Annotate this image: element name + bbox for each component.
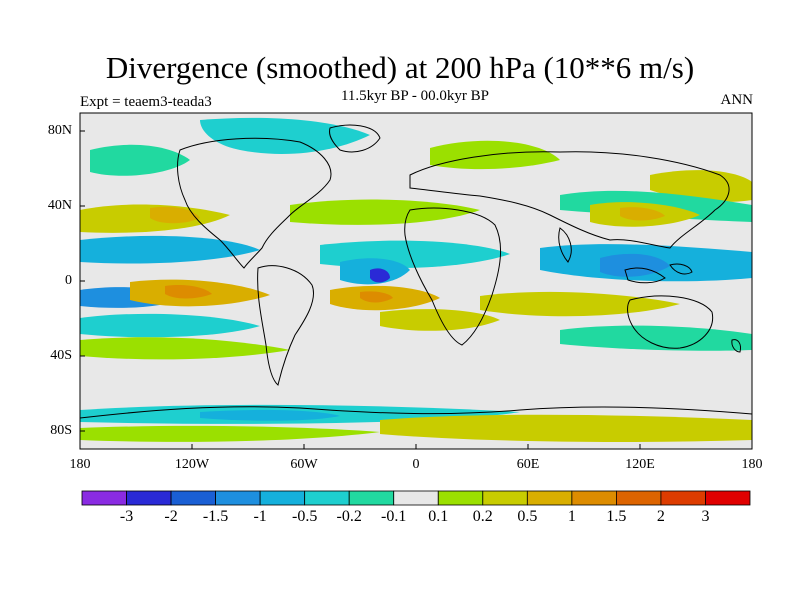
band-arctic-pos: [430, 140, 560, 170]
colorbar-tick-label: 1.5: [606, 508, 627, 525]
band-sh-pos-atl: [380, 309, 500, 331]
colorbar-tick-label: 0.5: [517, 508, 538, 525]
colorbar-box: [126, 490, 172, 506]
colorbar-box: [348, 490, 395, 506]
colorbar-box: [81, 490, 127, 506]
colorbar-tick-label: -1: [253, 508, 267, 525]
colorbar-tick-label: 2: [656, 508, 665, 525]
lon-label-60e: 60E: [516, 457, 540, 472]
lat-label-0: 0: [65, 273, 72, 288]
colorbar-box: [215, 490, 261, 506]
colorbar-box: [616, 490, 662, 506]
coast-greenland: [329, 124, 381, 153]
band-high-lat-neg: [200, 117, 370, 155]
colorbar-box: [393, 490, 439, 506]
coastlines: [80, 124, 752, 419]
coast-antarctica: [80, 406, 752, 419]
colorbar-tick-label: -1.5: [202, 508, 229, 525]
coast-south-america: [257, 265, 314, 386]
colorbar-tick-label: 3: [701, 508, 710, 525]
lon-label-180w: 180: [69, 457, 91, 472]
colorbar-box: [705, 490, 751, 506]
experiment-label: Expt = teaem3-teada3: [80, 94, 212, 110]
colorbar-box: [482, 490, 528, 506]
lat-label-40s: 40S: [50, 348, 72, 363]
colorbar-box: [660, 490, 706, 506]
colorbar-tick-label: -0.5: [291, 508, 318, 525]
band-trop-neg-pac: [80, 235, 260, 264]
band-sh-neg-io: [560, 325, 752, 351]
colorbar: [81, 490, 751, 506]
band-so-pos-weak: [80, 425, 380, 442]
band-eq-neg-atl-core: [370, 268, 390, 283]
colorbar-tick-label: 0.2: [472, 508, 493, 525]
band-nh-pos-atl: [290, 199, 480, 225]
coast-europe-asia: [409, 151, 730, 249]
band-so-pos: [380, 414, 752, 442]
coast-australia: [627, 295, 714, 349]
band-nh-pos-asia-core: [620, 207, 665, 221]
colorbar-box: [259, 490, 306, 506]
lon-label-180e: 180: [741, 457, 763, 472]
band-sh-neg-pac: [80, 313, 260, 338]
band-eq-pos-io: [480, 291, 680, 317]
lat-label-80n: 80N: [47, 123, 72, 138]
colorbar-box: [437, 490, 484, 506]
colorbar-tick-label: -0.2: [336, 508, 362, 525]
band-eq-pos-pac-core: [165, 284, 212, 299]
band-eq-pos-atl-core: [360, 291, 393, 303]
season-label: ANN: [720, 92, 754, 108]
band-so-neg2: [200, 409, 340, 421]
axis-ticks: [79, 130, 753, 449]
coast-india: [558, 227, 572, 263]
lat-label-80s: 80S: [50, 423, 72, 438]
band-high-lat-neg2: [90, 144, 190, 176]
band-sh-pos-pac: [80, 337, 290, 360]
lon-label-120w: 120W: [174, 457, 210, 472]
time-range-subtitle: 11.5kyr BP - 00.0kyr BP: [340, 88, 490, 104]
chart-title: Divergence (smoothed) at 200 hPa (10**6 …: [105, 50, 695, 85]
colorbar-tick-label: -2: [164, 508, 178, 525]
colorbar-tick-label: -0.1: [381, 508, 407, 525]
colorbar-box: [526, 490, 573, 506]
coast-maritime-continent: [624, 263, 693, 284]
divergence-field: [80, 113, 752, 449]
colorbar-tick-label: -3: [119, 508, 134, 525]
coast-new-zealand: [731, 339, 741, 353]
band-nh-pos-core: [150, 206, 200, 224]
colorbar-box: [304, 490, 350, 506]
colorbar-box: [571, 490, 617, 506]
coast-africa: [404, 207, 501, 346]
lat-label-40n: 40N: [47, 198, 72, 213]
lon-label-0: 0: [412, 457, 420, 472]
lon-label-60w: 60W: [290, 457, 318, 472]
colorbar-box: [170, 490, 216, 506]
coast-north-america: [177, 137, 332, 269]
band-north-pos: [650, 170, 752, 202]
colorbar-tick-label: 1: [567, 508, 576, 525]
lon-label-120e: 120E: [625, 457, 655, 472]
colorbar-tick-label: 0.1: [428, 508, 449, 525]
